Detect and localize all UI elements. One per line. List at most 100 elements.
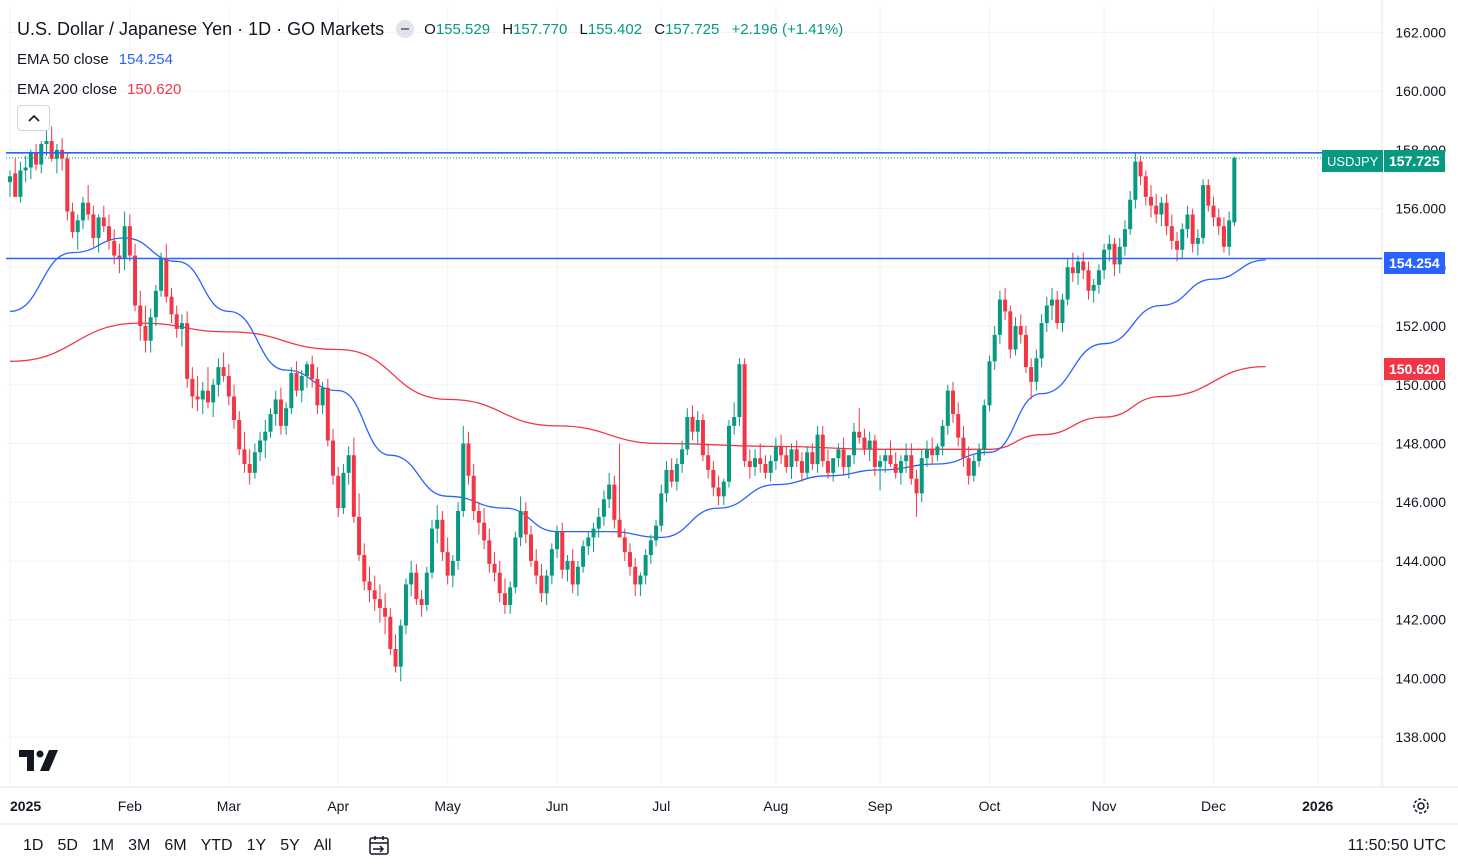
candle [377,584,382,623]
utc-clock[interactable]: 11:50:50 UTC [1347,837,1446,854]
candle [825,449,830,479]
timeframe-ytd[interactable]: YTD [200,837,233,854]
candle-body [91,214,96,238]
candle [878,455,883,491]
candle-body [940,425,945,447]
candle-body [674,464,679,482]
candle-body [414,572,419,600]
candle-body [112,240,117,256]
candle [8,170,12,197]
tradingview-logo[interactable] [19,750,59,772]
candle-body [914,478,919,494]
candle [1065,258,1070,306]
candle [1107,235,1112,262]
timeframe-1y[interactable]: 1Y [246,837,267,854]
candle-body [680,449,685,465]
timeframe-1d[interactable]: 1D [23,837,44,854]
candle [659,484,664,532]
candle-body [961,437,966,459]
candle [1195,229,1200,256]
candle [1029,358,1034,400]
candle-body [643,555,648,576]
calendar-goto-icon[interactable] [367,835,391,857]
candle-body [497,572,502,594]
candle-body [945,390,950,426]
ema50-legend[interactable]: EMA 50 close 154.254 [17,50,173,68]
candle-body [310,364,315,379]
candle-body [987,361,992,406]
candle-body [138,305,143,327]
candle [304,361,309,388]
timeframe-6m[interactable]: 6M [164,837,187,854]
candle-body [190,378,195,397]
ema50-path [9,237,1266,539]
candle [841,437,846,476]
candle-body [560,531,565,570]
hide-icon[interactable] [396,20,415,38]
ema200-path [9,322,1266,450]
x-axis-label: Feb [118,798,142,814]
candle-body [1221,226,1226,247]
candle-body [664,469,669,494]
candle [1138,155,1143,186]
candle [388,607,393,655]
candle-body [820,434,825,462]
x-axis-label: Sep [868,798,893,814]
candle [935,443,940,462]
candle [617,443,622,538]
candle-body [1195,237,1200,244]
candle [159,252,164,297]
candle [148,308,153,353]
ema200-line [9,322,1266,450]
candle-body [758,458,763,465]
timeframe-5d[interactable]: 5D [57,837,78,854]
candle [1076,255,1081,285]
candle-body [476,511,481,523]
candle [508,581,513,614]
candle-body [487,540,492,564]
candle [706,443,711,479]
candle [601,490,606,526]
candle-body [732,417,737,426]
ema200-legend[interactable]: EMA 200 close 150.620 [17,80,182,98]
candle [888,440,893,467]
timeframe-all[interactable]: All [313,837,332,854]
timeframe-1m[interactable]: 1M [91,837,115,854]
candle-body [1055,299,1060,324]
candle-body [867,440,872,450]
candle-body [711,469,716,488]
timeframe-5y[interactable]: 5Y [280,837,300,854]
candle-body [284,408,289,426]
candle [252,443,257,479]
candle-body [377,599,382,608]
candle-body [852,431,857,456]
candle-body [450,560,455,576]
candle [336,466,341,517]
candle-body [195,396,200,400]
candle [1128,190,1133,236]
candle-body [534,560,539,576]
x-axis-labels: 2025 Feb Mar Apr May Jun Jul Aug Sep Oct Nov Dec 202… [10,798,1333,814]
candle-body [648,540,653,556]
collapse-legend-button[interactable] [17,105,50,131]
candle [805,446,810,479]
candle [961,425,966,467]
candle-body [685,417,690,450]
gear-icon[interactable] [1410,795,1432,817]
candle-body [721,481,726,497]
y-tick-label: 152.000 [1395,318,1446,334]
candle-body [1039,323,1044,359]
candle-body [440,519,445,553]
candle-body [1013,326,1018,350]
candle [648,534,653,564]
candle [857,408,862,444]
symbol-title[interactable]: U.S. Dollar / Japanese Yen · 1D · GO Mar… [17,18,385,39]
candle [435,505,440,544]
candle [466,431,471,485]
timeframe-3m[interactable]: 3M [128,837,151,854]
candle-body [346,455,351,473]
candle-body [1169,226,1174,241]
candle [1221,217,1226,253]
candle-body [54,149,59,159]
